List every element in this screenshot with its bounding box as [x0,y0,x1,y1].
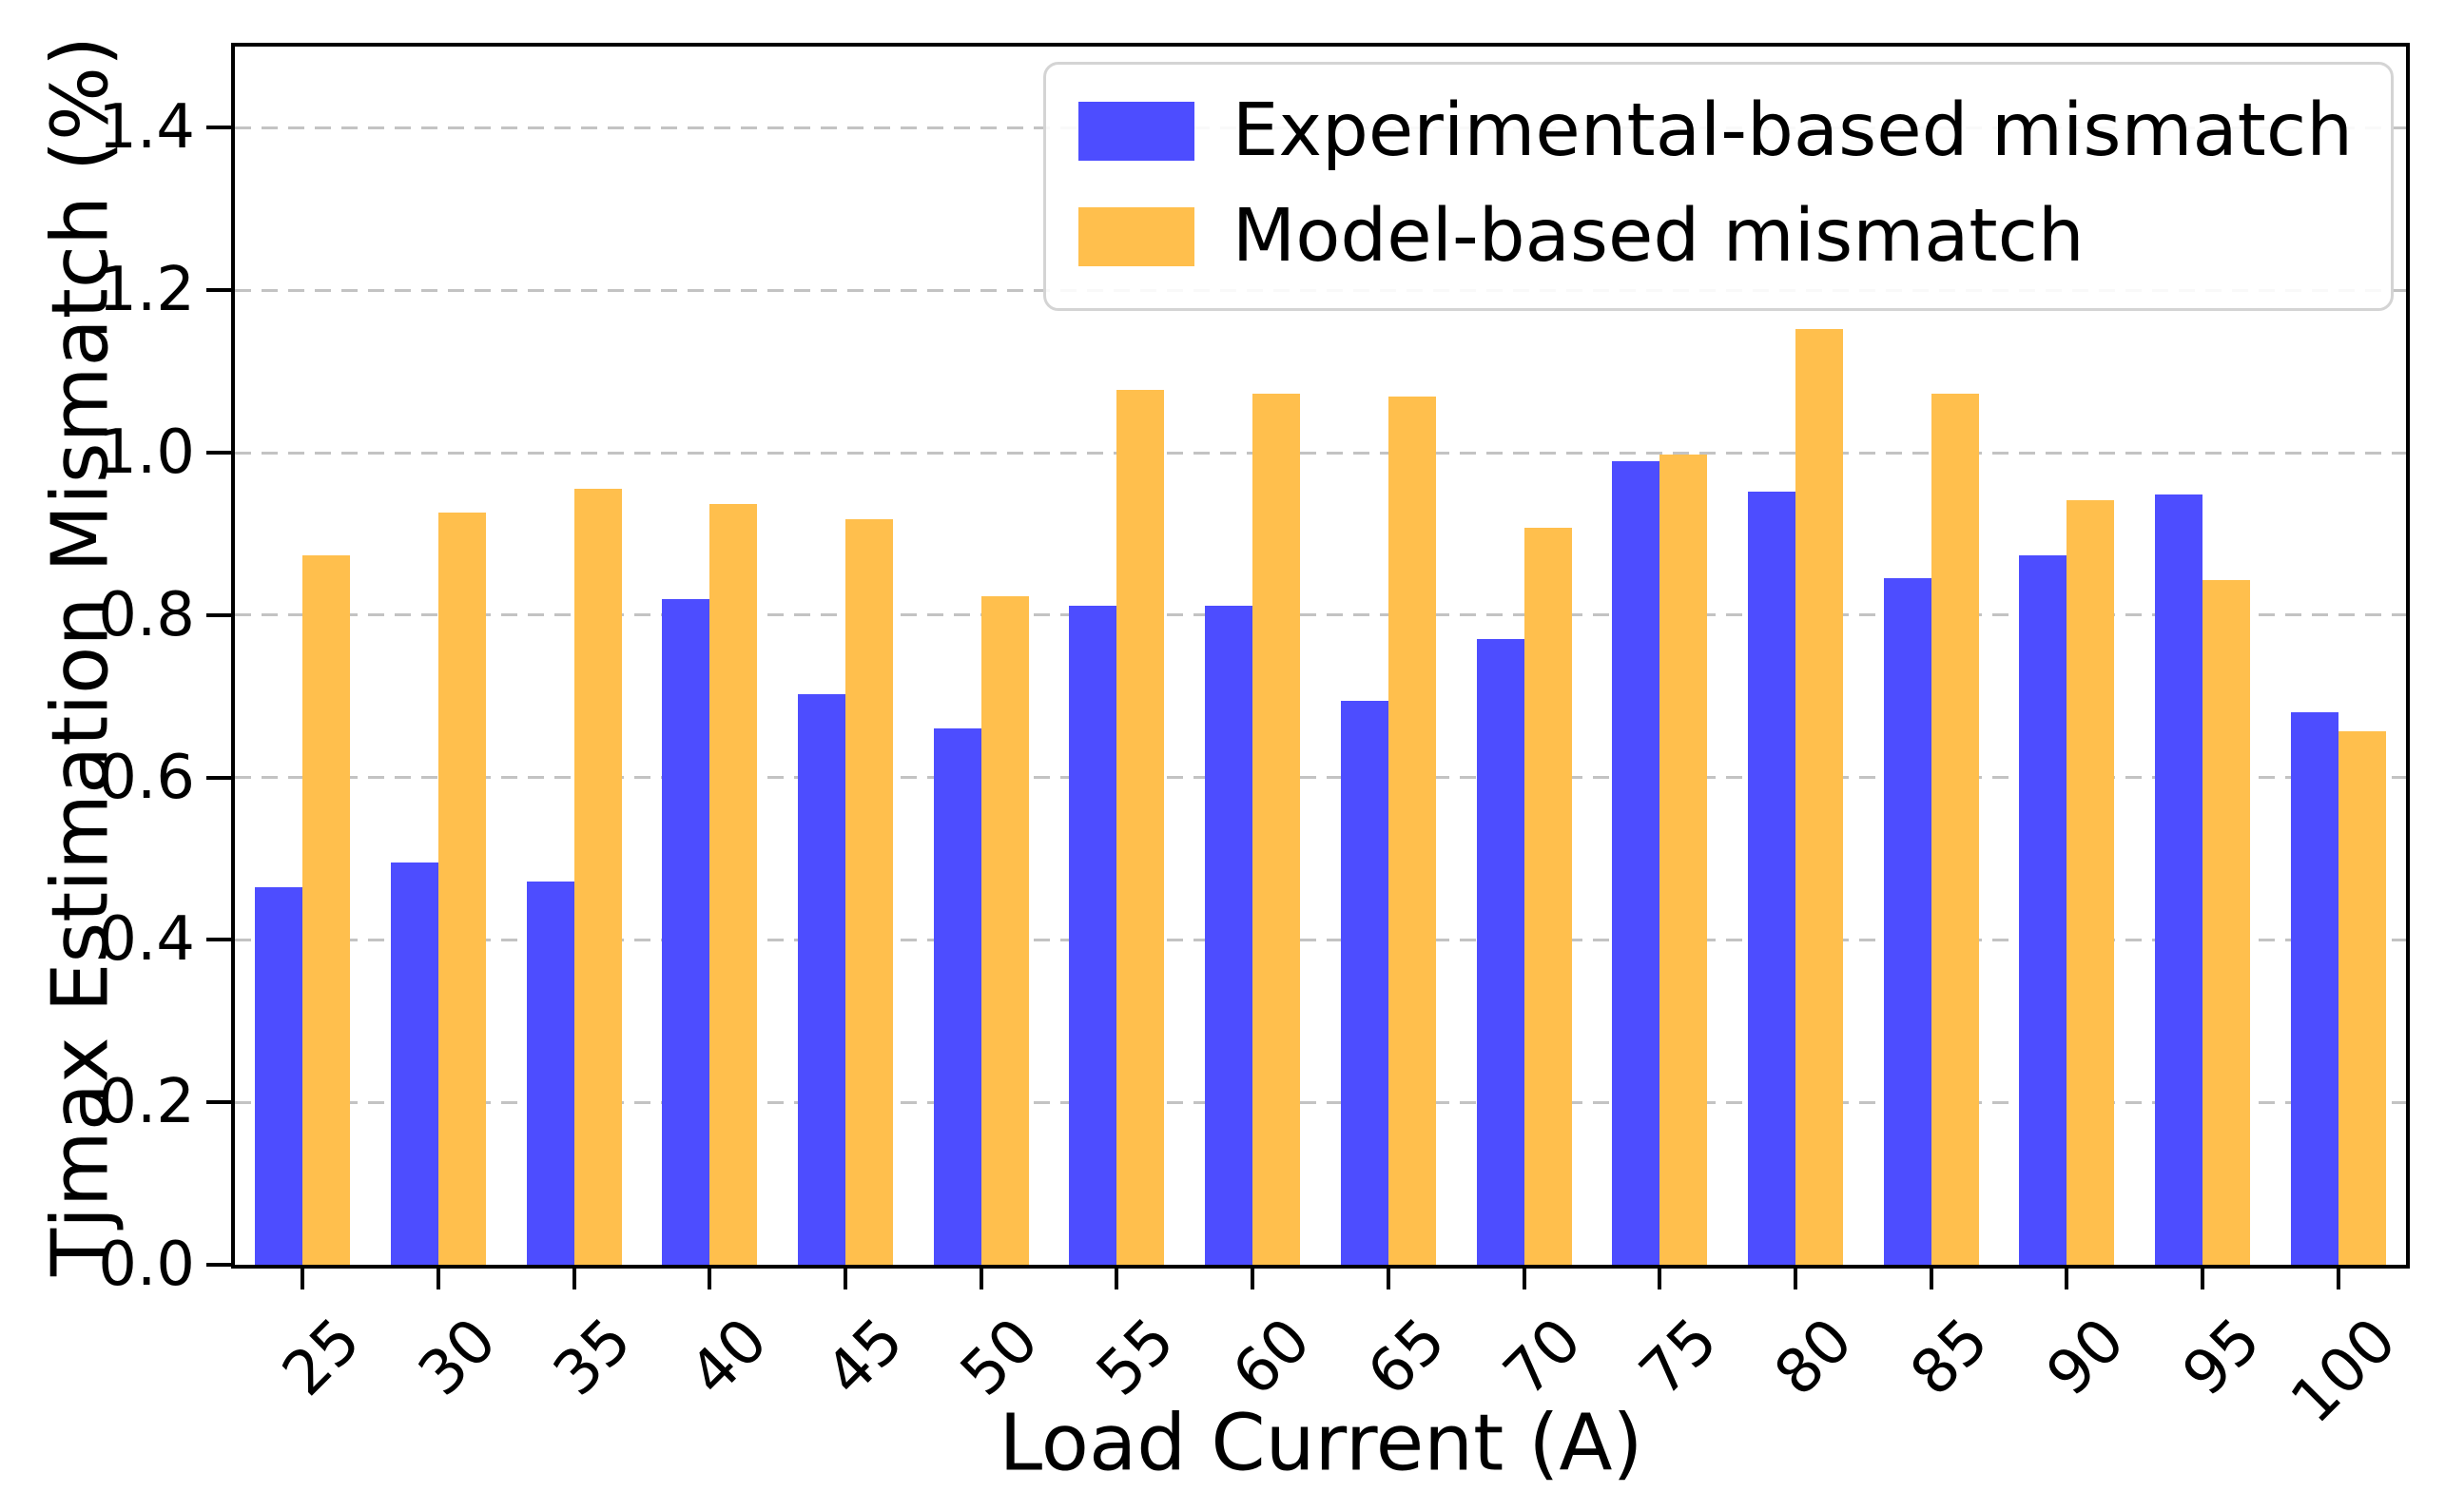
x-tick-80 [1793,1269,1797,1289]
bar-experimental-80 [1747,492,1795,1265]
legend-label-experimental: Experimental-based mismatch [1232,88,2353,173]
x-tick-label-90: 90 [2033,1305,2139,1410]
x-tick-30 [437,1269,441,1289]
x-tick-label-75: 75 [1626,1305,1732,1410]
y-tick-label-0.6: 0.6 [98,742,195,813]
bar-experimental-60 [1205,605,1253,1265]
y-tick-label-0.8: 0.8 [98,579,195,650]
x-tick-70 [1522,1269,1526,1289]
bar-experimental-65 [1340,701,1388,1265]
bar-model-35 [573,488,622,1265]
x-tick-label-80: 80 [1761,1305,1867,1410]
legend-item-experimental: Experimental-based mismatch [1077,88,2353,173]
bar-model-50 [980,596,1029,1265]
x-tick-label-70: 70 [1490,1305,1596,1410]
legend-swatch-experimental [1077,102,1194,162]
y-tick-1.0 [206,451,231,455]
bar-experimental-50 [933,727,981,1265]
grid-line-0.4 [235,938,2406,941]
x-tick-55 [1115,1269,1119,1289]
bar-model-40 [709,503,758,1265]
x-tick-label-40: 40 [676,1305,782,1410]
bar-model-45 [845,519,894,1265]
grid-line-0.6 [235,776,2406,780]
bar-experimental-100 [2290,712,2338,1265]
y-tick-label-0.0: 0.0 [98,1230,195,1300]
bar-experimental-45 [798,693,846,1265]
y-tick-0.2 [206,1100,231,1105]
legend-item-model: Model-based mismatch [1077,193,2353,279]
grid-line-1 [235,451,2406,455]
bar-model-90 [2067,500,2115,1265]
bar-experimental-95 [2154,494,2202,1265]
x-tick-40 [708,1269,712,1289]
bar-experimental-30 [391,863,439,1265]
y-tick-label-1.2: 1.2 [98,255,195,326]
y-tick-label-0.4: 0.4 [98,904,195,976]
plot-area: Experimental-based mismatch Model-based … [231,43,2410,1269]
grid-line-0.2 [235,1100,2406,1104]
legend-label-model: Model-based mismatch [1232,193,2085,279]
x-tick-label-95: 95 [2168,1305,2274,1410]
x-axis-label: Load Current (A) [999,1398,1643,1489]
x-tick-100 [2336,1269,2340,1289]
y-tick-0.8 [206,612,231,617]
bar-model-95 [2202,580,2250,1265]
y-tick-label-0.2: 0.2 [98,1067,195,1138]
x-tick-85 [1929,1269,1933,1289]
x-tick-95 [2200,1269,2204,1289]
x-tick-label-100: 100 [2277,1305,2410,1438]
x-tick-60 [1251,1269,1255,1289]
x-tick-label-60: 60 [1219,1305,1325,1410]
x-tick-label-85: 85 [1897,1305,2003,1410]
bar-model-85 [1931,393,1979,1265]
bar-model-80 [1795,329,1843,1265]
y-tick-0.6 [206,775,231,780]
y-tick-1.4 [206,126,231,130]
bar-model-70 [1523,528,1572,1265]
bar-experimental-40 [662,598,710,1265]
bar-experimental-35 [526,881,574,1265]
x-tick-25 [301,1269,305,1289]
x-tick-label-35: 35 [540,1305,646,1410]
bar-model-60 [1252,393,1301,1265]
x-tick-45 [844,1269,848,1289]
y-tick-label-1.4: 1.4 [98,92,195,164]
y-tick-label-1.0: 1.0 [98,417,195,488]
bar-experimental-90 [2019,555,2067,1265]
bar-experimental-85 [1883,577,1931,1265]
x-tick-label-25: 25 [269,1305,375,1410]
x-tick-label-65: 65 [1354,1305,1460,1410]
bar-experimental-70 [1476,639,1524,1265]
x-tick-65 [1386,1269,1390,1289]
bar-model-55 [1116,390,1165,1265]
x-tick-label-50: 50 [947,1305,1053,1410]
grid-line-0.8 [235,613,2406,617]
bar-experimental-25 [255,886,303,1265]
x-tick-label-45: 45 [812,1305,918,1410]
x-tick-90 [2065,1269,2069,1289]
bar-experimental-55 [1069,605,1117,1265]
bar-experimental-75 [1612,460,1660,1265]
x-tick-label-55: 55 [1083,1305,1189,1410]
x-tick-label-30: 30 [405,1305,510,1410]
x-tick-75 [1658,1269,1662,1289]
bar-model-65 [1387,397,1436,1265]
x-tick-35 [572,1269,576,1289]
x-tick-50 [979,1269,983,1289]
bar-model-100 [2338,730,2386,1265]
y-tick-0.4 [206,938,231,942]
legend-swatch-model [1077,207,1194,267]
bar-model-25 [302,555,351,1265]
legend: Experimental-based mismatch Model-based … [1042,62,2394,311]
bar-model-75 [1659,454,1708,1265]
y-tick-1.2 [206,288,231,293]
y-tick-0.0 [206,1263,231,1267]
bar-model-30 [438,513,487,1265]
